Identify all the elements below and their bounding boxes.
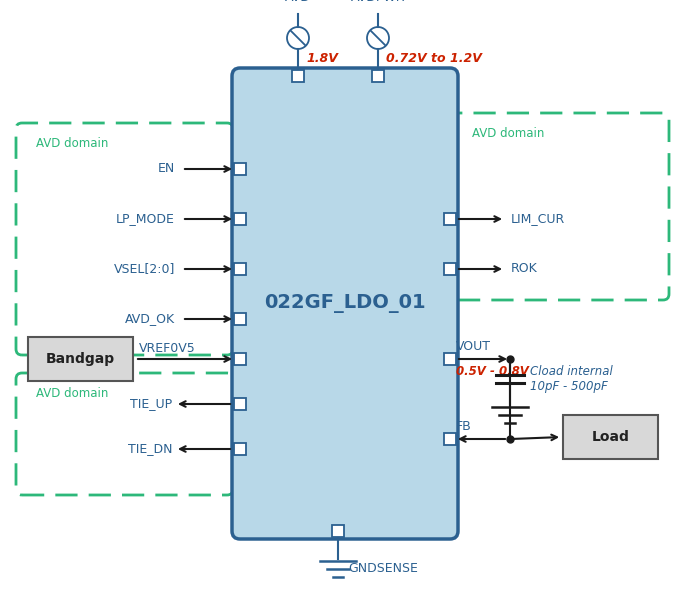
Polygon shape (444, 433, 456, 445)
FancyBboxPatch shape (232, 68, 458, 539)
Polygon shape (234, 398, 246, 410)
Text: AVD domain: AVD domain (36, 137, 108, 150)
Text: VOUT: VOUT (456, 340, 491, 353)
Polygon shape (234, 353, 246, 365)
Text: AVD_OK: AVD_OK (125, 313, 175, 325)
Text: 0.72V to 1.2V: 0.72V to 1.2V (386, 52, 482, 65)
Polygon shape (444, 213, 456, 225)
Text: AVDPWR: AVDPWR (351, 0, 405, 4)
Text: AVD domain: AVD domain (36, 387, 108, 400)
Polygon shape (292, 70, 304, 82)
Polygon shape (234, 443, 246, 455)
Text: ROK: ROK (511, 262, 538, 276)
Text: VSEL[2:0]: VSEL[2:0] (113, 262, 175, 276)
Polygon shape (332, 525, 344, 537)
FancyBboxPatch shape (28, 337, 133, 381)
Polygon shape (234, 263, 246, 275)
Text: Cload internal
10pF - 500pF: Cload internal 10pF - 500pF (530, 365, 612, 393)
Text: EN: EN (158, 162, 175, 176)
Polygon shape (444, 353, 456, 365)
Text: 022GF_LDO_01: 022GF_LDO_01 (264, 294, 426, 313)
Text: AVD: AVD (285, 0, 311, 4)
Polygon shape (234, 163, 246, 175)
Text: AVD domain: AVD domain (472, 127, 545, 140)
Text: Bandgap: Bandgap (46, 352, 115, 366)
Text: LP_MODE: LP_MODE (116, 213, 175, 225)
Polygon shape (444, 263, 456, 275)
Text: 0.5V - 0.8V: 0.5V - 0.8V (456, 365, 529, 378)
Text: VREF0V5: VREF0V5 (139, 342, 196, 355)
Polygon shape (372, 70, 384, 82)
Text: Load: Load (592, 430, 629, 444)
Text: GNDSENSE: GNDSENSE (348, 562, 418, 576)
Text: LIM_CUR: LIM_CUR (511, 213, 566, 225)
Text: FB: FB (456, 420, 472, 433)
Polygon shape (234, 313, 246, 325)
FancyBboxPatch shape (563, 415, 658, 459)
Text: TIE_UP: TIE_UP (130, 398, 172, 410)
Text: 1.8V: 1.8V (306, 52, 338, 65)
Polygon shape (234, 213, 246, 225)
Text: TIE_DN: TIE_DN (127, 443, 172, 455)
